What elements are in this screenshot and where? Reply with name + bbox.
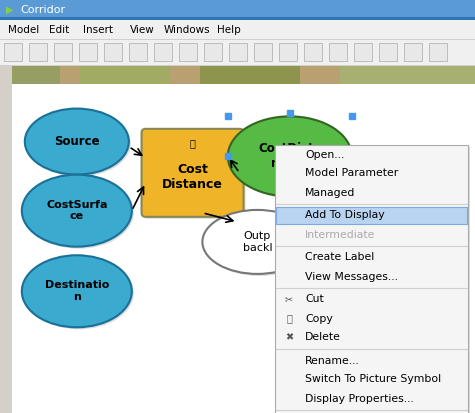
Bar xyxy=(279,43,297,61)
Text: Model Parameter: Model Parameter xyxy=(305,169,398,178)
Text: Add To Display: Add To Display xyxy=(305,211,385,221)
Bar xyxy=(129,43,147,61)
Text: CostDista
nce_1: CostDista nce_1 xyxy=(258,142,322,171)
Text: Source: Source xyxy=(54,135,100,148)
Text: Destinatio
n: Destinatio n xyxy=(45,280,109,302)
Ellipse shape xyxy=(27,111,131,177)
Bar xyxy=(80,66,170,84)
Text: Edit: Edit xyxy=(48,25,69,35)
Text: ✂: ✂ xyxy=(285,294,293,304)
Bar xyxy=(254,43,272,61)
Ellipse shape xyxy=(22,255,132,327)
Bar xyxy=(204,43,222,61)
Text: ✖: ✖ xyxy=(285,332,293,342)
Bar xyxy=(329,43,347,61)
Text: Outp
backl: Outp backl xyxy=(243,231,272,253)
Bar xyxy=(79,43,97,61)
Bar xyxy=(104,43,122,61)
Bar xyxy=(404,43,422,61)
Bar xyxy=(429,43,447,61)
Text: Switch To Picture Symbol: Switch To Picture Symbol xyxy=(305,375,441,385)
Text: Delete: Delete xyxy=(305,332,341,342)
Bar xyxy=(0,66,12,413)
Bar xyxy=(379,43,397,61)
Text: CostSurfa
ce: CostSurfa ce xyxy=(46,200,107,221)
Ellipse shape xyxy=(22,175,132,247)
Bar xyxy=(275,145,468,413)
FancyBboxPatch shape xyxy=(143,131,246,219)
Text: Rename...: Rename... xyxy=(305,356,360,366)
Bar xyxy=(304,43,322,61)
Bar xyxy=(276,207,467,224)
Bar xyxy=(277,147,470,413)
Text: ▶: ▶ xyxy=(6,5,13,15)
Text: Insert: Insert xyxy=(83,25,113,35)
Ellipse shape xyxy=(24,177,134,249)
Ellipse shape xyxy=(204,212,314,276)
Bar xyxy=(0,66,60,84)
Ellipse shape xyxy=(25,109,129,175)
Ellipse shape xyxy=(24,257,134,329)
Bar xyxy=(0,20,475,40)
Bar xyxy=(229,43,247,61)
Text: Windows: Windows xyxy=(163,25,210,35)
Bar xyxy=(0,66,475,413)
Text: Corridor: Corridor xyxy=(20,5,65,15)
Text: Intermediate: Intermediate xyxy=(305,230,375,240)
Ellipse shape xyxy=(202,210,313,274)
Text: Cost
Distance: Cost Distance xyxy=(162,163,223,191)
Bar xyxy=(0,0,475,20)
Bar xyxy=(0,40,475,66)
FancyBboxPatch shape xyxy=(142,129,244,217)
Text: Managed: Managed xyxy=(305,188,355,197)
Text: Copy: Copy xyxy=(305,313,333,323)
Ellipse shape xyxy=(228,116,352,196)
Text: Create Label: Create Label xyxy=(305,252,374,263)
Text: View Messages...: View Messages... xyxy=(305,271,398,282)
Text: View: View xyxy=(130,25,154,35)
Bar xyxy=(340,66,475,84)
Bar xyxy=(154,43,172,61)
Ellipse shape xyxy=(230,119,354,198)
Text: ⧉: ⧉ xyxy=(286,313,292,323)
Text: Model: Model xyxy=(8,25,39,35)
Text: Open...: Open... xyxy=(305,150,344,159)
Text: Help: Help xyxy=(217,25,241,35)
Text: 🔨: 🔨 xyxy=(190,138,196,148)
Bar xyxy=(179,43,197,61)
Bar xyxy=(4,43,22,61)
Bar xyxy=(0,65,475,66)
Bar xyxy=(354,43,372,61)
Bar xyxy=(200,66,300,84)
Bar xyxy=(0,17,475,20)
Bar xyxy=(54,43,72,61)
Bar xyxy=(0,39,475,40)
Text: Display Properties...: Display Properties... xyxy=(305,394,414,404)
Bar xyxy=(0,66,475,84)
Text: Cut: Cut xyxy=(305,294,324,304)
Bar xyxy=(29,43,47,61)
